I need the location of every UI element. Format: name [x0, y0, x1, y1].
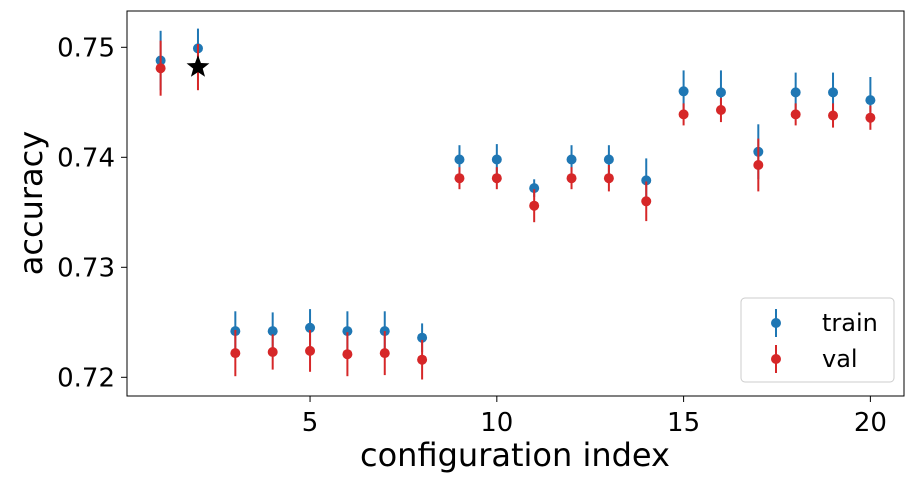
- x-tick-label: 20: [854, 408, 887, 438]
- star-marker: [186, 55, 210, 77]
- legend-marker: [771, 354, 781, 364]
- data-point: [267, 326, 278, 337]
- data-point: [491, 173, 502, 184]
- x-axis-label: configuration index: [360, 436, 670, 474]
- legend: train val: [740, 297, 895, 383]
- data-point: [155, 63, 166, 74]
- data-point: [641, 175, 652, 186]
- y-tick-label: 0.72: [57, 363, 115, 393]
- data-point: [865, 112, 876, 123]
- x-tick-label: 15: [667, 408, 700, 438]
- y-axis: 0.72 0.73 0.74 0.75: [57, 33, 127, 393]
- legend-marker: [771, 318, 781, 328]
- data-point: [828, 110, 839, 121]
- data-point: [529, 183, 540, 194]
- data-point: [828, 87, 839, 98]
- data-point: [603, 154, 614, 165]
- data-point: [379, 348, 390, 359]
- data-point: [454, 173, 465, 184]
- legend-label: train: [822, 309, 878, 337]
- data-point: [865, 95, 876, 106]
- x-tick-label: 10: [480, 408, 513, 438]
- data-point: [790, 87, 801, 98]
- data-point: [342, 349, 353, 360]
- data-point: [305, 345, 316, 356]
- data-point: [790, 109, 801, 120]
- data-point: [566, 154, 577, 165]
- data-point: [529, 200, 540, 211]
- plot-frame: [126, 10, 905, 397]
- data-point: [417, 332, 428, 343]
- data-point: [305, 322, 316, 333]
- data-point: [417, 354, 428, 365]
- data-point: [715, 105, 726, 115]
- data-point: [566, 173, 577, 184]
- legend-item-val: val: [771, 345, 858, 373]
- plot-area: [155, 28, 876, 380]
- series-val: [155, 40, 876, 380]
- x-tick-label: 5: [302, 408, 319, 438]
- legend-label: val: [822, 345, 858, 373]
- data-point: [678, 86, 689, 97]
- legend-item-train: train: [771, 309, 878, 337]
- data-point: [454, 154, 465, 165]
- data-point: [267, 347, 278, 357]
- data-point: [753, 160, 764, 170]
- y-axis-label: accuracy: [12, 131, 50, 275]
- y-tick-label: 0.73: [57, 253, 115, 283]
- data-point: [603, 173, 614, 184]
- x-axis: 5 10 15 20: [302, 396, 887, 438]
- data-point: [230, 348, 241, 359]
- y-tick-label: 0.75: [57, 33, 115, 63]
- y-tick-label: 0.74: [57, 143, 115, 173]
- data-point: [715, 87, 726, 98]
- data-point: [641, 196, 652, 207]
- data-point: [678, 109, 689, 120]
- data-point: [342, 326, 353, 337]
- data-point: [491, 154, 502, 165]
